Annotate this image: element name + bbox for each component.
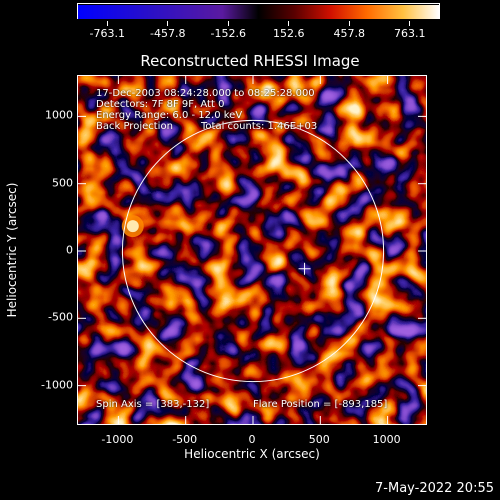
plot-title: Reconstructed RHESSI Image [140,52,360,70]
colorbar-tick-label: -152.6 [210,27,246,40]
colorbar-tick-label: 763.1 [394,27,426,40]
x-tick-label: 500 [308,433,330,446]
info-detectors: Detectors: 7F 8F 9F, Att 0 [96,99,225,110]
colorbar-tick-label: 152.6 [273,27,305,40]
colorbar-tick-label: -457.8 [150,27,186,40]
solar-limb-circle [121,119,385,383]
info-flare-position: Flare Position = [-893,185] [253,399,388,410]
heatmap-image [78,76,426,424]
colorbar-tick [348,21,350,26]
colorbar-tick-label: -763.1 [89,27,125,40]
info-energy-range: Energy Range: 6.0 - 12.0 keV [96,110,243,121]
info-time-range: 17-Dec-2003 08:24:28.000 to 08:25:28.000 [96,88,315,99]
x-axis-label: Heliocentric X (arcsec) [184,447,320,461]
x-tick-label: 0 [248,433,256,446]
y-tick-label: -1000 [41,378,73,392]
y-tick-label: 500 [52,176,73,190]
y-axis-label: Heliocentric Y (arcsec) [5,182,19,318]
y-tick-label: 1000 [45,108,73,122]
footer-date: 7-May-2022 20:55 [375,481,494,496]
colorbar-tick [288,21,290,26]
colorbar-tick-label: 457.8 [333,27,366,40]
y-tick-label: 0 [66,243,73,257]
colorbar [77,3,440,19]
x-tick-label: -1000 [101,433,134,446]
colorbar-tick [106,21,108,26]
colorbar-gradient [78,5,439,19]
colorbar-tick [409,21,411,26]
colorbar-tick [167,21,169,26]
colorbar-tick [227,21,229,26]
plot-area: 17-Dec-2003 08:24:28.000 to 08:25:28.000… [77,75,427,425]
info-method: Back Projection [96,121,173,132]
x-tick-label: 1000 [372,433,401,446]
heatmap-texture [78,76,426,424]
x-tick-label: -500 [172,433,198,446]
info-total-counts: Total counts: 1.46E+03 [201,121,318,132]
flare-hotspot-core [126,220,139,233]
info-spin-axis: Spin Axis = [383,-132] [96,399,210,410]
y-tick-label: -500 [48,310,73,324]
